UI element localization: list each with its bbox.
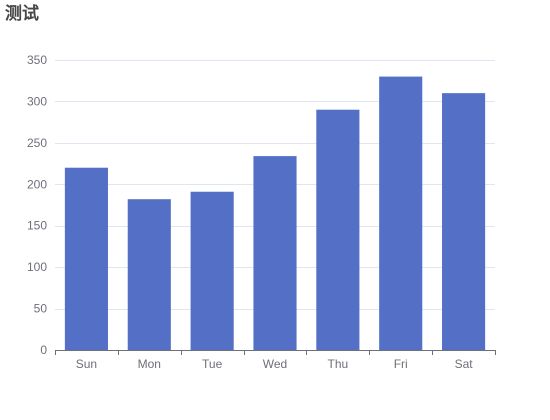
bar-fri[interactable] [379, 76, 423, 351]
y-tick-label: 0 [40, 343, 47, 357]
x-tick-label: Sat [455, 357, 474, 371]
bar-series [64, 76, 486, 351]
y-tick-label: 150 [27, 219, 47, 233]
bar-wed[interactable] [253, 156, 297, 350]
y-tick-label: 100 [27, 260, 47, 274]
y-axis-tick-labels: 0 50 100 150 200 250 300 350 [27, 53, 47, 357]
x-tick-label: Fri [394, 357, 408, 371]
y-tick-label: 250 [27, 136, 47, 150]
bar-thu[interactable] [316, 109, 360, 350]
x-tick-label: Thu [328, 357, 349, 371]
bar-tue[interactable] [190, 191, 234, 350]
chart-title: 测试 [5, 4, 39, 24]
x-axis-tick-labels: Sun Mon Tue Wed Thu Fri Sat [76, 357, 473, 371]
y-tick-label: 50 [34, 302, 48, 316]
bar-sun[interactable] [64, 167, 108, 350]
x-tick-label: Sun [76, 357, 97, 371]
bar-sat[interactable] [442, 93, 486, 351]
x-tick-label: Tue [202, 357, 223, 371]
y-tick-label: 300 [27, 94, 47, 108]
x-tick-label: Wed [263, 357, 287, 371]
y-tick-label: 200 [27, 177, 47, 191]
x-tick-label: Mon [138, 357, 161, 371]
y-tick-label: 350 [27, 53, 47, 67]
axes [55, 350, 496, 355]
bar-mon[interactable] [127, 199, 171, 350]
